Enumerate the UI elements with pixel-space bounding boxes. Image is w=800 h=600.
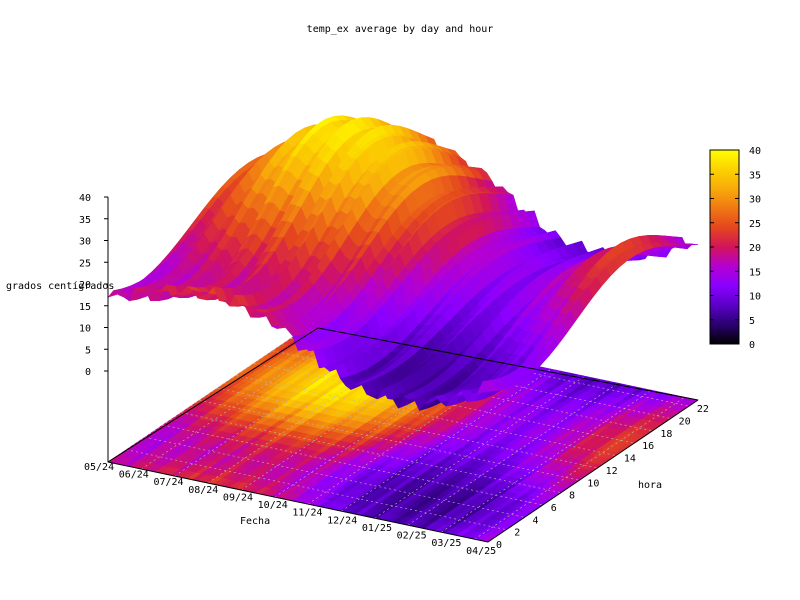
- y-tick-label: 14: [624, 454, 636, 465]
- tick-labels: 051015202530354005/2406/2407/2408/2409/2…: [79, 193, 709, 557]
- surface-cell: [482, 380, 498, 392]
- y-tick-label: 6: [551, 503, 557, 514]
- y-tick-label: 12: [606, 466, 618, 477]
- z-tick-label: 0: [85, 367, 91, 378]
- x-tick-label: 01/25: [362, 523, 392, 534]
- y-axis-line: [487, 399, 699, 543]
- colorbar-tick-label: 15: [749, 267, 761, 278]
- colorbar-tick-label: 35: [749, 170, 761, 181]
- x-tick-label: 03/25: [431, 538, 461, 549]
- x-axis-line: [107, 461, 489, 543]
- temperature-surface: [107, 115, 699, 412]
- x-tick-label: 07/24: [153, 477, 183, 488]
- y-tick-label: 4: [533, 515, 539, 526]
- y-tick-label: 22: [697, 404, 709, 415]
- z-tick-label: 20: [79, 280, 91, 291]
- back-axis-line-2: [317, 327, 699, 401]
- colorbar-tick-label: 5: [749, 316, 755, 327]
- colorbar-ticks: 0 5 10 15 20 25 30 35 40: [710, 146, 761, 351]
- z-tick-label: 40: [79, 193, 91, 204]
- y-tick-label: 16: [642, 441, 654, 452]
- y-tick-label: 2: [514, 528, 520, 539]
- grid-line-date: [474, 396, 685, 540]
- y-axis-label: hora: [638, 480, 662, 491]
- x-tick-label: 11/24: [292, 508, 322, 519]
- back-axis-line: [107, 327, 319, 463]
- z-tick-label: 5: [85, 345, 91, 356]
- z-axis-label: grados centígrados: [6, 280, 114, 292]
- grid-line-date: [441, 389, 652, 533]
- y-tick-label: 8: [569, 491, 575, 502]
- colorbar: 0 5 10 15 20 25 30 35 40: [709, 146, 761, 351]
- z-tick-label: 30: [79, 237, 91, 248]
- grid-line-date: [407, 382, 619, 526]
- z-tick-label: 25: [79, 258, 91, 269]
- z-tick-label: 10: [79, 324, 91, 335]
- x-tick-label: 04/25: [466, 546, 496, 557]
- x-tick-label: 09/24: [223, 492, 253, 503]
- x-axis-label: Fecha: [240, 516, 270, 527]
- y-tick-label: 18: [660, 429, 672, 440]
- colorbar-gradient: [709, 149, 740, 345]
- colorbar-tick-label: 25: [749, 219, 761, 230]
- axes: [107, 197, 699, 543]
- colorbar-tick-label: 40: [749, 146, 761, 157]
- x-tick-label: 08/24: [188, 485, 218, 496]
- colorbar-tick-label: 0: [749, 340, 755, 351]
- x-tick-label: 05/24: [84, 462, 114, 473]
- grid-line-date: [107, 319, 319, 463]
- y-tick-label: 20: [679, 417, 691, 428]
- grid-line-date: [374, 375, 585, 519]
- z-tick-label: 15: [79, 302, 91, 313]
- x-tick-label: 12/24: [327, 515, 357, 526]
- grid-line-date: [341, 368, 552, 512]
- z-tick-label: 35: [79, 215, 91, 226]
- x-tick-label: 10/24: [258, 500, 288, 511]
- y-tick-label: 10: [587, 478, 599, 489]
- y-tick-label: 0: [496, 540, 502, 551]
- colorbar-tick-label: 30: [749, 195, 761, 206]
- x-tick-label: 02/25: [397, 531, 427, 542]
- x-tick-label: 06/24: [119, 470, 149, 481]
- colorbar-tick-label: 20: [749, 243, 761, 254]
- colorbar-tick-label: 10: [749, 292, 761, 303]
- chart-title: temp_ex average by day and hour: [307, 24, 494, 35]
